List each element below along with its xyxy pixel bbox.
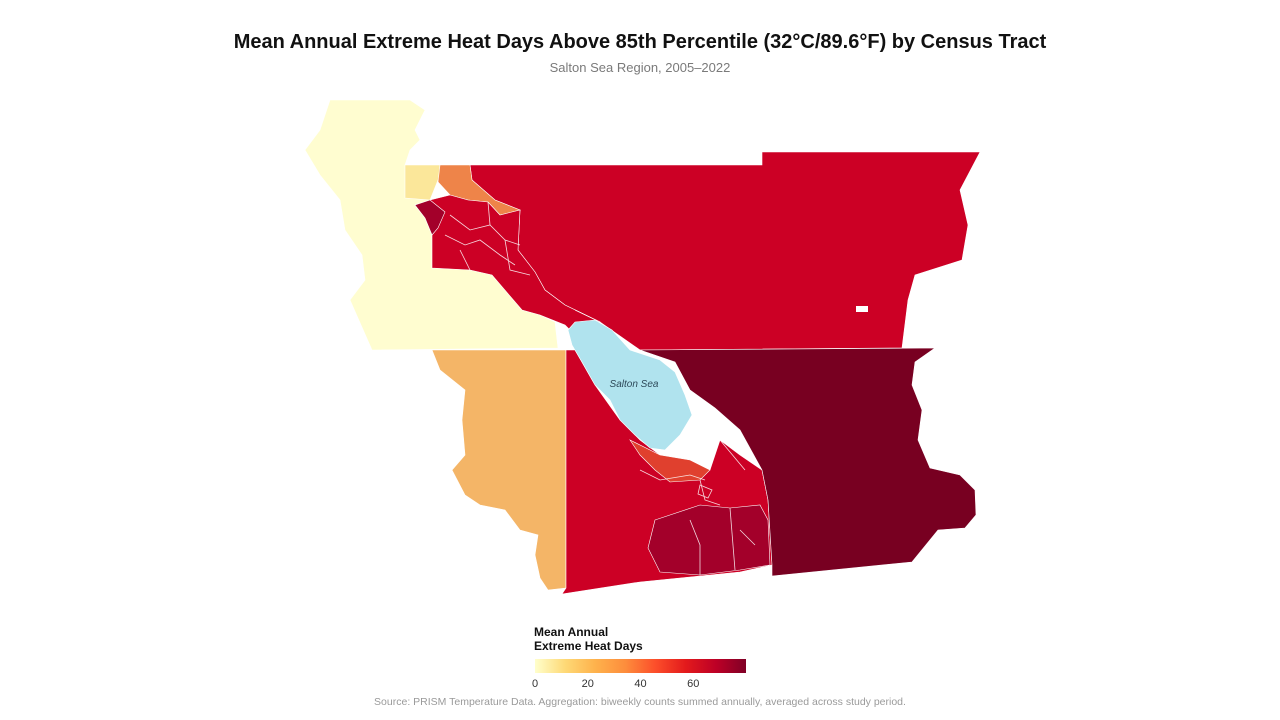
legend-title-line2: Extreme Heat Days — [534, 638, 643, 653]
legend-colorbar — [535, 659, 746, 673]
legend-title-line1: Mean Annual — [534, 625, 609, 639]
tract-valley-dark — [414, 199, 446, 236]
legend-tick-label: 60 — [687, 678, 700, 690]
legend-tick-label: 0 — [531, 678, 539, 690]
tract-east-desert — [639, 347, 977, 577]
legend-tick-label: 20 — [581, 678, 594, 690]
tract-southwest-desert — [431, 349, 567, 591]
chart-subtitle: Salton Sea Region, 2005–2022 — [549, 60, 731, 75]
tract-boundaries — [444, 201, 756, 575]
tract-south-darkred — [647, 504, 771, 576]
source-note: Source: PRISM Temperature Data. Aggregat… — [374, 696, 906, 708]
salton-sea-lake — [567, 319, 693, 451]
salton-sea-label: Salton Sea — [610, 379, 659, 390]
legend-title: Mean Annual Extreme Heat Days — [534, 625, 643, 653]
chart-title: Mean Annual Extreme Heat Days Above 85th… — [233, 31, 1047, 53]
legend-tick-label: 40 — [634, 678, 647, 690]
tract-pale — [404, 164, 441, 201]
unpopulated-tract-marker — [856, 306, 868, 312]
